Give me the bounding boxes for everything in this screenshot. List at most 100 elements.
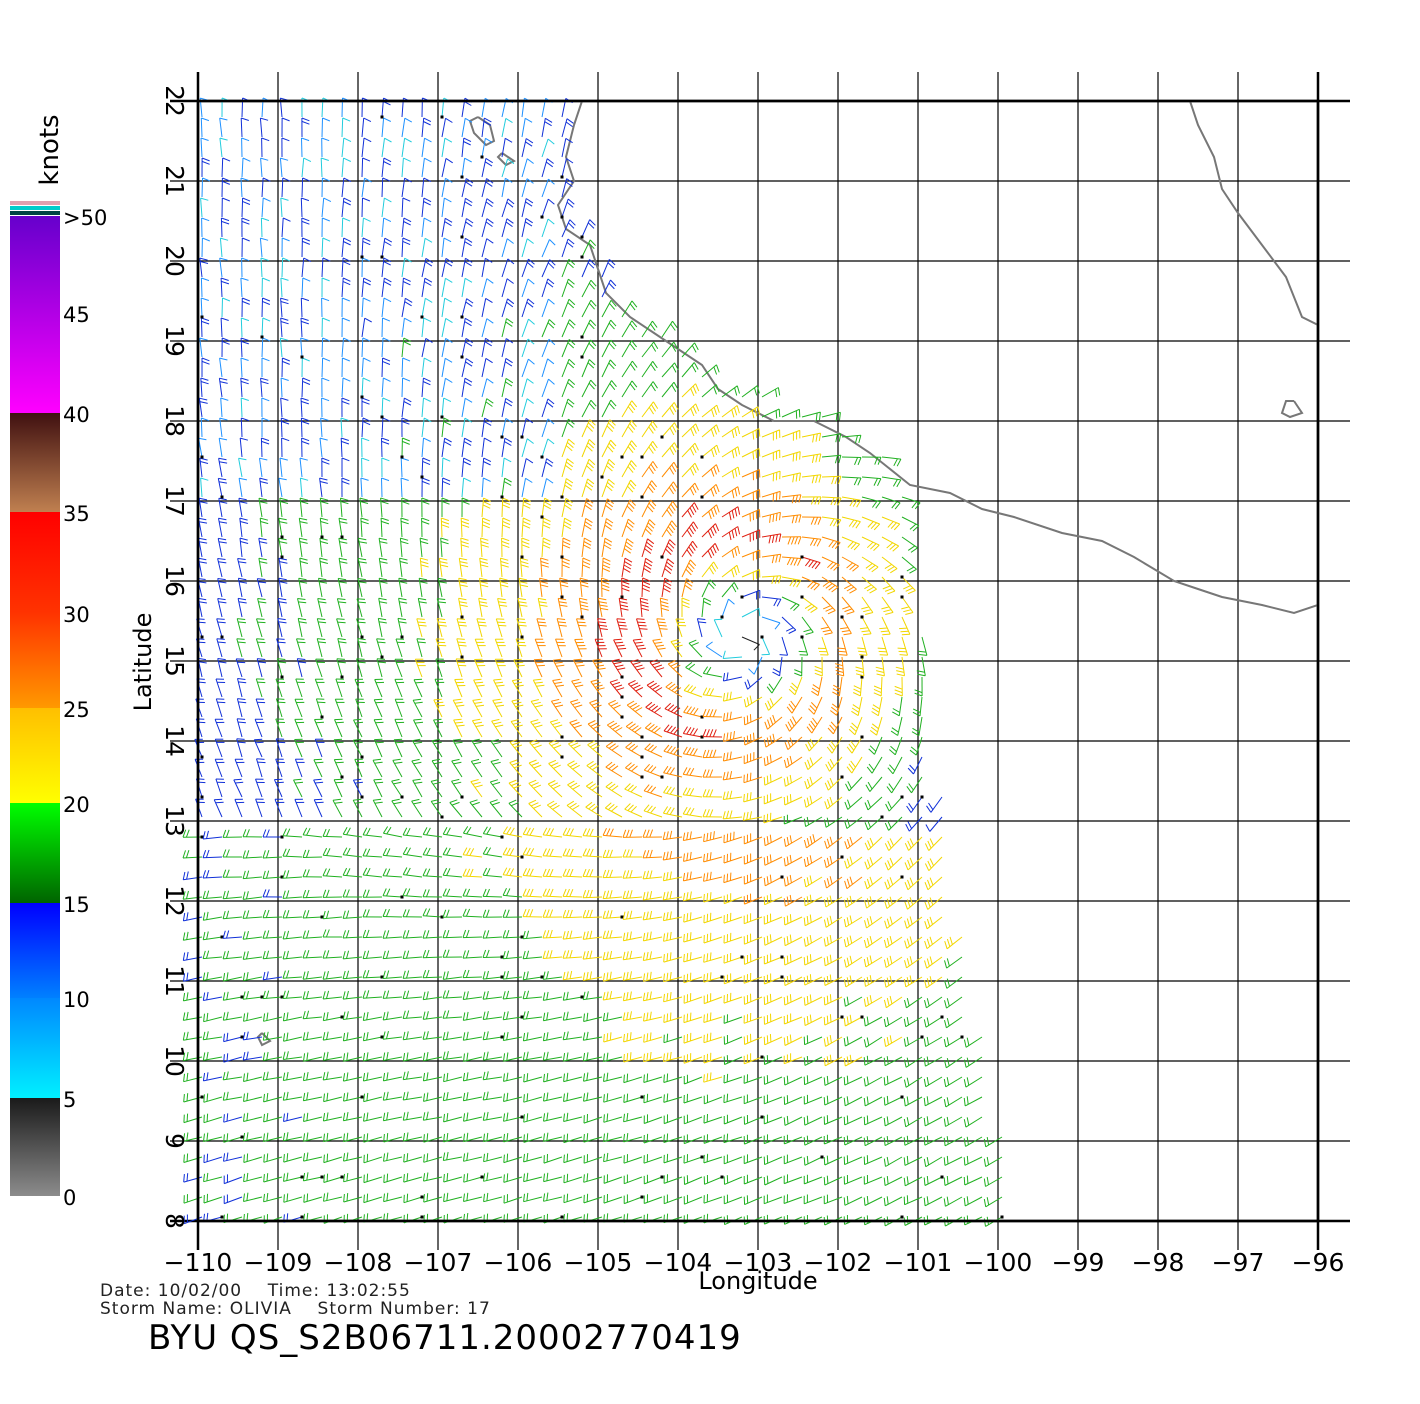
wind-barb xyxy=(542,479,553,498)
wind-barb xyxy=(742,637,760,650)
wind-barb xyxy=(203,850,222,858)
wind-barb xyxy=(423,930,442,938)
wind-barb xyxy=(773,657,783,676)
wind-barb xyxy=(724,712,743,721)
wind-barb xyxy=(523,1011,542,1019)
wind-barb xyxy=(583,828,602,837)
wind-barb xyxy=(509,800,522,817)
wind-barb xyxy=(628,680,643,697)
wind-barb xyxy=(704,852,722,862)
wind-barb xyxy=(804,1156,823,1166)
wind-barb xyxy=(621,441,637,459)
wind-barb xyxy=(443,950,462,958)
wind-barb xyxy=(260,518,268,537)
wind-barb xyxy=(945,977,962,988)
wind-barb xyxy=(279,478,287,497)
wind-barb xyxy=(343,848,362,857)
wind-barb xyxy=(622,341,637,357)
wind-barb xyxy=(263,830,284,839)
wind-barb xyxy=(804,1095,822,1104)
wind-barb xyxy=(339,518,347,538)
wind-barb xyxy=(581,320,596,339)
wind-barb xyxy=(602,558,610,577)
wind-barb xyxy=(490,800,502,817)
wind-barb xyxy=(511,720,523,738)
wind-barb xyxy=(235,799,244,817)
wind-barb xyxy=(623,1011,642,1020)
wind-barb xyxy=(381,398,391,419)
wind-barb xyxy=(238,679,247,698)
wind-barb xyxy=(298,599,307,618)
wind-barb xyxy=(568,781,583,797)
wind-barb xyxy=(324,1133,342,1142)
wind-barb xyxy=(704,1072,722,1082)
wind-barb xyxy=(878,637,888,655)
wind-barb xyxy=(544,1173,562,1182)
wind-barb xyxy=(684,1053,702,1063)
wind-barb xyxy=(421,298,433,318)
wind-barb xyxy=(443,971,462,979)
wind-barb xyxy=(881,597,893,615)
wind-barb xyxy=(842,477,861,485)
wind-barb xyxy=(744,714,762,725)
wind-barb xyxy=(904,1176,922,1186)
wind-barb xyxy=(204,1194,222,1203)
wind-barb xyxy=(317,619,326,637)
wind-barb xyxy=(623,971,642,980)
wind-barb xyxy=(302,438,310,457)
wind-barb xyxy=(904,1036,923,1047)
wind-barb xyxy=(424,1193,442,1202)
wind-barb xyxy=(202,158,210,177)
wind-barb xyxy=(804,994,822,1005)
colorbar-top-strip xyxy=(10,206,60,210)
wind-barb xyxy=(538,598,547,617)
wind-barb xyxy=(862,517,880,530)
wind-barb xyxy=(864,936,882,948)
wind-barb xyxy=(338,639,347,658)
wind-barb xyxy=(541,199,555,218)
wind-barb xyxy=(363,930,382,938)
wind-barb xyxy=(945,997,963,1008)
wind-barb xyxy=(631,660,645,677)
wind-barb xyxy=(422,238,432,257)
wind-barb xyxy=(302,218,310,237)
wind-barb xyxy=(697,619,706,637)
wind-barb xyxy=(644,972,663,982)
wind-barb xyxy=(282,138,290,157)
wind-barb xyxy=(644,1114,662,1123)
wind-barb xyxy=(462,359,473,378)
wind-barb xyxy=(322,358,330,377)
colorbar-tick-label: >50 xyxy=(63,206,107,230)
wind-barb xyxy=(664,725,682,737)
wind-barb xyxy=(299,538,307,557)
wind-barb xyxy=(453,739,463,757)
wind-barb xyxy=(682,503,698,518)
wind-barb xyxy=(223,870,242,878)
wind-barb xyxy=(818,637,828,655)
wind-barb xyxy=(358,538,367,557)
wind-barb xyxy=(403,1092,422,1100)
wind-barb xyxy=(764,1014,782,1025)
wind-barb xyxy=(443,1010,462,1018)
wind-barb xyxy=(261,318,271,339)
wind-barb xyxy=(664,1074,682,1083)
wind-barb xyxy=(884,936,902,948)
wind-barb xyxy=(622,519,634,537)
wind-barb xyxy=(864,1096,882,1106)
wind-barb xyxy=(443,848,462,857)
wind-barb xyxy=(502,398,513,417)
wind-barb xyxy=(242,298,250,317)
wind-barb xyxy=(662,443,678,457)
wind-barb xyxy=(463,930,482,938)
wind-barb xyxy=(462,458,471,477)
wind-barb xyxy=(862,457,881,465)
wind-barb xyxy=(510,740,522,757)
wind-barb xyxy=(401,478,409,497)
wind-barb xyxy=(602,360,616,377)
wind-barb xyxy=(784,1135,802,1144)
wind-barb xyxy=(322,318,330,337)
wind-barb xyxy=(744,1034,762,1045)
wind-barb xyxy=(861,597,873,615)
colorbar-tick-label: 35 xyxy=(63,502,90,526)
wind-barb xyxy=(744,1053,763,1064)
